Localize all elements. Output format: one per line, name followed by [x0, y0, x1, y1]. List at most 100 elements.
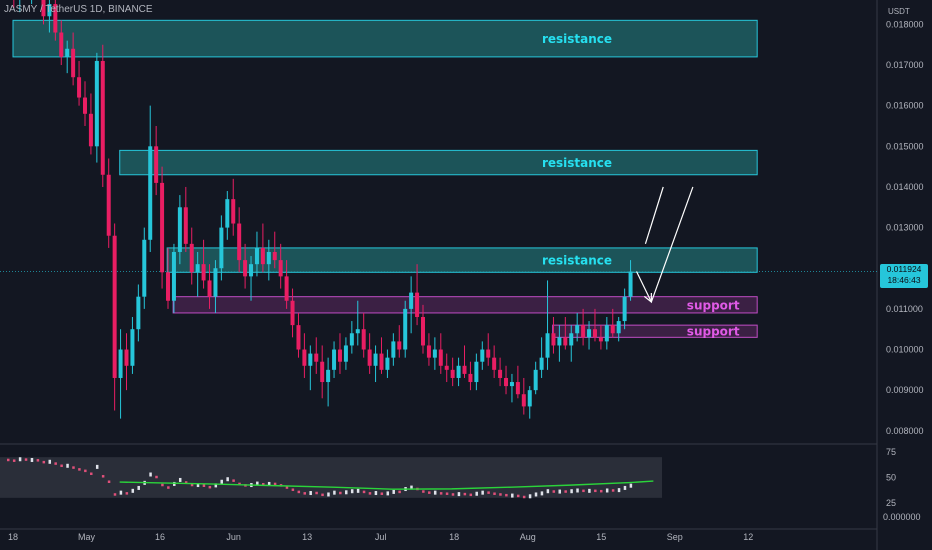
indicator-point: [214, 483, 218, 488]
indicator-point: [125, 492, 129, 495]
chart-title: JASMY / TetherUS 1D, BINANCE: [4, 4, 153, 15]
candle-body: [136, 296, 141, 330]
indicator-point: [540, 491, 544, 496]
indicator-point: [60, 464, 63, 468]
indicator-point: [528, 494, 532, 499]
indicator-point: [576, 488, 579, 493]
candle: [219, 215, 224, 281]
indicator-point: [285, 486, 289, 489]
indicator-point: [208, 485, 212, 489]
candle-body: [65, 48, 70, 57]
candle-body: [432, 349, 437, 358]
candle-body: [468, 373, 473, 383]
candle-body: [533, 369, 538, 391]
candle: [539, 337, 544, 378]
candle-body: [385, 357, 390, 370]
candle: [308, 345, 313, 391]
candle-body: [166, 272, 171, 301]
candle-body: [379, 353, 384, 370]
candle-body: [177, 207, 182, 252]
candle: [53, 0, 58, 41]
indicator-point: [161, 483, 164, 487]
candle-body: [438, 349, 443, 366]
indicator-point: [534, 492, 538, 497]
candle-body: [397, 341, 402, 350]
indicator-point: [66, 463, 69, 468]
indicator-point: [327, 492, 330, 497]
candle-body: [266, 251, 271, 265]
y-tick-label: 0.009000: [886, 385, 924, 395]
candle: [456, 357, 461, 387]
x-tick-label: 13: [302, 532, 312, 542]
indicator-point: [362, 490, 366, 494]
indicator-y-tick: 50: [886, 473, 896, 483]
y-tick-label: 0.010000: [886, 345, 924, 355]
candle: [355, 300, 360, 346]
indicator-point: [475, 491, 478, 496]
candle-body: [444, 365, 449, 370]
candle: [403, 300, 408, 358]
x-tick-label: Sep: [667, 532, 683, 542]
indicator-point: [463, 492, 467, 496]
projection-arrow: [636, 271, 652, 303]
candle: [385, 349, 390, 378]
candle-body: [118, 349, 123, 378]
candle: [486, 333, 491, 366]
candle: [397, 325, 402, 358]
candle: [213, 260, 218, 313]
last-price-tag: 0.011924 18:46:43: [880, 264, 928, 288]
indicator-point: [445, 492, 449, 495]
candle-body: [480, 349, 485, 362]
indicator-point: [546, 489, 550, 494]
indicator-point: [564, 490, 567, 493]
indicator-point: [605, 488, 609, 493]
candle-body: [207, 280, 212, 297]
indicator-y-tick: 75: [886, 447, 896, 457]
candle: [100, 44, 105, 187]
candle-body: [290, 300, 295, 326]
candle-body: [391, 341, 396, 358]
indicator-point: [155, 475, 158, 479]
candle-body: [112, 235, 117, 378]
candle-body: [77, 77, 82, 98]
candle-body: [492, 357, 497, 370]
candle-body: [373, 353, 378, 366]
indicator-point: [24, 458, 28, 461]
indicator-point: [178, 477, 182, 482]
candle-body: [189, 243, 194, 273]
last-price-value: 0.011924: [886, 264, 922, 274]
candle: [450, 357, 455, 387]
candle-body: [284, 276, 289, 301]
candle: [82, 81, 87, 126]
indicator-point: [600, 489, 603, 493]
candle-body: [183, 207, 188, 244]
indicator-point: [392, 489, 395, 494]
indicator-point: [439, 492, 443, 495]
candle-body: [551, 333, 556, 346]
indicator-point: [433, 490, 437, 495]
candle: [195, 251, 200, 297]
indicator-point: [505, 493, 508, 497]
x-tick-label: Jul: [375, 532, 387, 542]
candle: [314, 337, 319, 374]
indicator-point: [119, 490, 123, 495]
candle: [278, 243, 283, 289]
candle-body: [53, 4, 58, 33]
indicator-point: [611, 489, 615, 492]
indicator-point: [511, 493, 514, 498]
candle: [266, 239, 271, 281]
resistance-zone: [12, 19, 758, 58]
indicator-point: [309, 491, 312, 496]
candle-body: [539, 357, 544, 370]
resistance-zone: [166, 247, 758, 273]
candle-body: [243, 260, 248, 277]
candle: [533, 361, 538, 395]
indicator-point: [232, 479, 235, 482]
indicator-y-tick: 25: [886, 498, 896, 508]
x-tick-label: May: [78, 532, 96, 542]
y-tick-label: 0.014000: [886, 182, 924, 192]
candle-body: [225, 199, 230, 228]
y-tick-label: 0.011000: [886, 304, 923, 314]
x-tick-label: 12: [743, 532, 753, 542]
